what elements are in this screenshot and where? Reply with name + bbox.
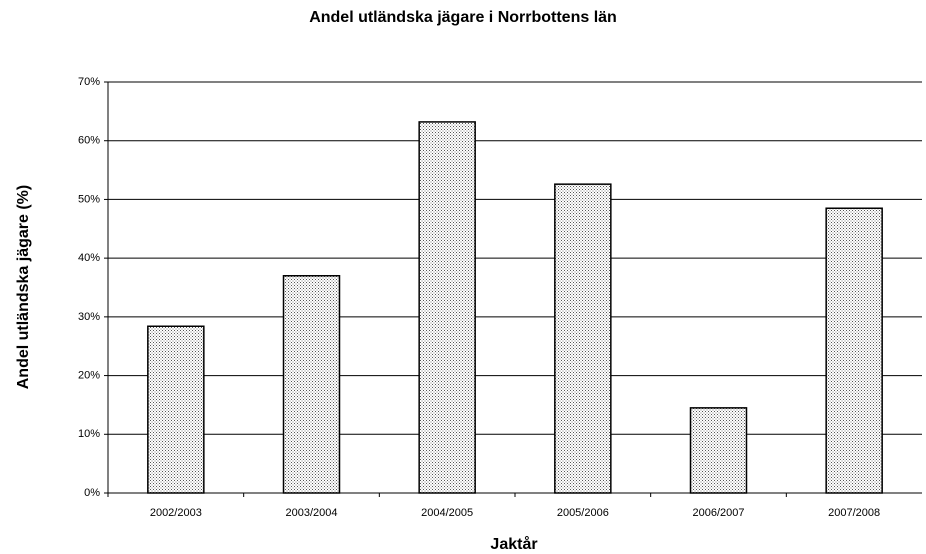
y-tick-label: 40% — [78, 252, 100, 264]
x-tick-label: 2006/2007 — [693, 507, 745, 519]
bar — [554, 183, 612, 494]
bar — [282, 275, 341, 494]
bar — [418, 121, 476, 494]
y-tick-label: 70% — [78, 76, 100, 88]
y-tick-label: 30% — [78, 311, 100, 323]
y-axis-label: Andel utländska jägare (%) — [15, 185, 32, 390]
x-axis-label: Jaktår — [490, 535, 537, 553]
y-tick-label: 10% — [78, 428, 100, 440]
x-tick-label: 2004/2005 — [421, 507, 473, 519]
bar — [825, 207, 883, 494]
x-tick-label: 2002/2003 — [150, 507, 202, 519]
bar — [689, 407, 748, 494]
y-tick-label: 20% — [78, 369, 100, 381]
y-tick-label: 60% — [78, 135, 100, 147]
x-tick-label: 2003/2004 — [286, 507, 338, 519]
y-tick-label: 50% — [78, 193, 100, 205]
bar — [147, 325, 205, 494]
x-tick-label: 2005/2006 — [557, 507, 609, 519]
chart-title: Andel utländska jägare i Norrbottens län — [309, 9, 617, 26]
y-tick-label: 0% — [84, 487, 100, 499]
x-tick-label: 2007/2008 — [828, 507, 880, 519]
